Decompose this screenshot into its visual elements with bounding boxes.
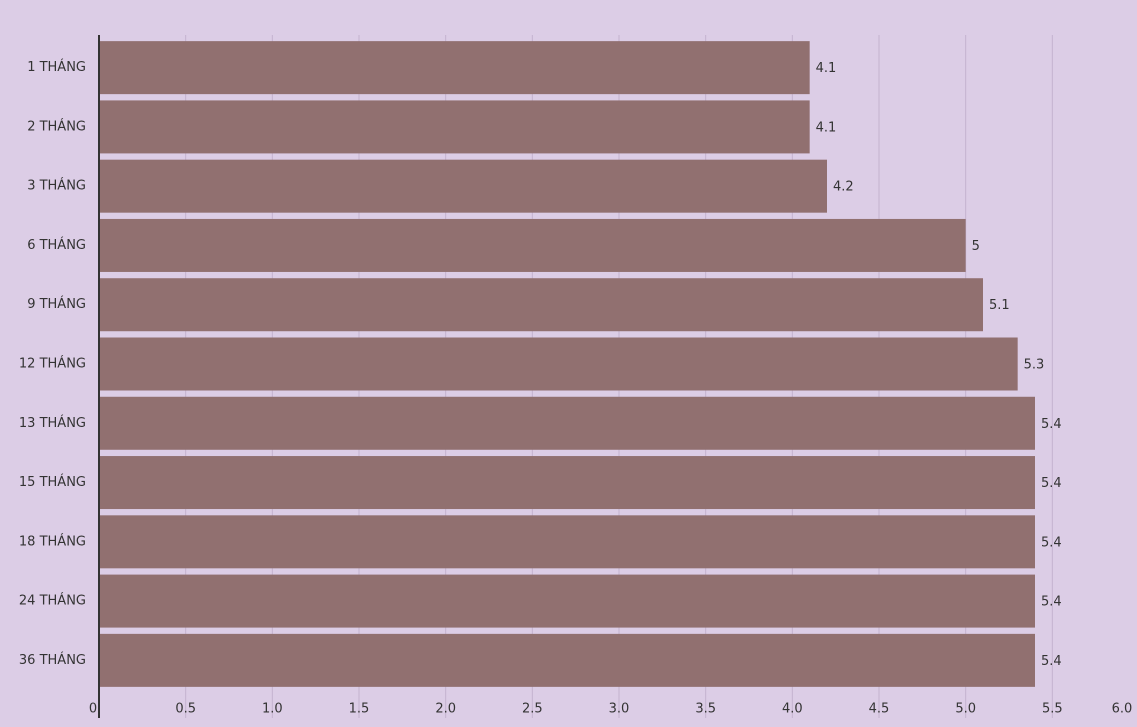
value-label: 4.1 [816,61,837,76]
y-tick-label: 24 THÁNG [19,593,86,609]
y-tick-label: 15 THÁNG [19,474,86,490]
bar [99,633,1035,687]
value-label: 5.3 [1024,358,1045,373]
x-tick-label: 5.0 [955,702,976,717]
value-label: 5.4 [1041,595,1062,610]
value-label: 5.4 [1041,417,1062,432]
x-tick-label: 5.5 [1042,702,1063,717]
x-tick-label: 4.0 [782,702,803,717]
x-tick-label: 0 [89,702,97,717]
x-tick-label: 2.5 [522,702,543,717]
bar [99,278,983,332]
value-label: 4.2 [833,180,854,195]
x-tick-label: 4.5 [869,702,890,717]
x-tick-label: 3.0 [609,702,630,717]
y-tick-label: 13 THÁNG [19,415,86,431]
y-tick-label: 12 THÁNG [19,356,86,372]
y-tick-label: 6 THÁNG [27,237,86,253]
bar [99,515,1035,569]
value-label: 5.4 [1041,476,1062,491]
x-tick-label: 0.5 [175,702,196,717]
y-tick-label: 9 THÁNG [27,296,86,312]
x-tick-label: 2.0 [435,702,456,717]
y-tick-label: 2 THÁNG [27,118,86,134]
bar [99,159,827,213]
value-label: 5.4 [1041,535,1062,550]
x-tick-label: 1.0 [262,702,283,717]
bar [99,337,1018,391]
bar [99,100,810,154]
bar [99,41,810,95]
x-tick-label: 6.0 [1112,702,1133,717]
bar [99,574,1035,628]
value-label: 4.1 [816,120,837,135]
y-tick-label: 1 THÁNG [27,59,86,75]
y-tick-label: 36 THÁNG [19,652,86,668]
value-label: 5 [972,239,980,254]
value-label: 5.1 [989,298,1010,313]
bar [99,456,1035,510]
y-tick-label: 3 THÁNG [27,178,86,194]
y-tick-label: 18 THÁNG [19,533,86,549]
bar [99,396,1035,450]
bar [99,218,966,272]
x-tick-label: 1.5 [349,702,370,717]
value-label: 5.4 [1041,654,1062,669]
x-tick-label: 3.5 [695,702,716,717]
